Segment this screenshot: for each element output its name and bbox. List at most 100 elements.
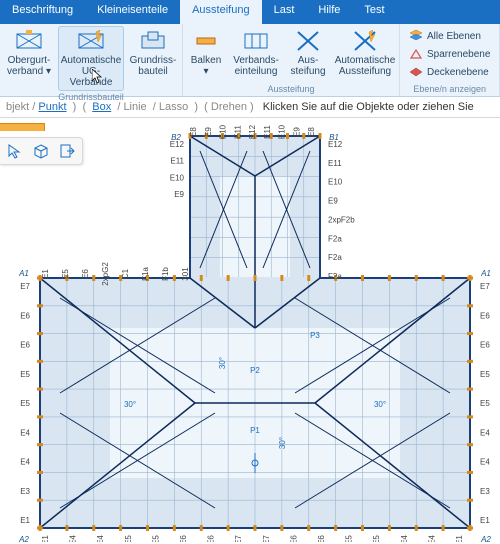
svg-text:E11: E11	[328, 159, 342, 168]
palette-tab[interactable]	[0, 123, 45, 131]
svg-text:30°: 30°	[278, 437, 287, 449]
svg-text:E7: E7	[480, 282, 490, 291]
selbar-tip: Klicken Sie auf die Objekte oder ziehen …	[263, 101, 474, 113]
svg-text:E1: E1	[455, 535, 464, 542]
svg-text:E5: E5	[345, 535, 354, 542]
svg-text:30°: 30°	[218, 357, 227, 369]
svg-text:C1: C1	[121, 268, 130, 279]
svg-text:301: 301	[181, 267, 190, 281]
svg-text:E9: E9	[204, 127, 213, 137]
svg-text:E5: E5	[124, 535, 133, 542]
grundrissbauteil-icon	[140, 29, 166, 53]
svg-text:E1: E1	[20, 516, 30, 525]
svg-text:E6: E6	[179, 535, 188, 542]
svg-text:E6: E6	[20, 311, 30, 320]
balken-button[interactable]: Balken ▾	[185, 26, 227, 80]
svg-text:E8: E8	[189, 127, 198, 137]
svg-text:E5: E5	[480, 399, 490, 408]
svg-text:E6: E6	[480, 341, 490, 350]
svg-text:E4: E4	[427, 535, 436, 542]
aussteifung-button[interactable]: Aus- steifung	[285, 26, 331, 80]
verbandseinteilung-label: Verbands- einteilung	[232, 55, 280, 77]
palette-3d-icon[interactable]	[32, 142, 50, 160]
svg-text:E4: E4	[480, 428, 490, 437]
rafter-icon	[409, 47, 423, 61]
tab-beschriftung[interactable]: Beschriftung	[0, 0, 85, 24]
svg-text:E6: E6	[289, 535, 298, 542]
layers-icon	[409, 29, 423, 43]
tab-last[interactable]: Last	[262, 0, 307, 24]
svg-text:E1: E1	[41, 535, 50, 542]
ribbon-group-aussteifung: Balken ▾ Verbands- einteilung Aus- steif…	[183, 24, 400, 96]
svg-text:F1b: F1b	[161, 267, 170, 281]
auto-aussteifung-icon	[353, 29, 377, 53]
deckenebene-button[interactable]: Deckenebene	[406, 63, 493, 81]
svg-text:E7: E7	[262, 535, 271, 542]
tab-test[interactable]: Test	[352, 0, 396, 24]
alle-ebenen-button[interactable]: Alle Ebenen	[406, 27, 493, 45]
svg-text:E3: E3	[20, 487, 30, 496]
svg-text:F1a: F1a	[141, 267, 150, 281]
selbar-punkt[interactable]: Punkt	[38, 101, 66, 113]
svg-text:E6: E6	[81, 269, 90, 279]
svg-text:P2: P2	[250, 366, 260, 375]
group-label-ebenen: Ebene/n anzeigen	[402, 83, 497, 96]
svg-text:E9: E9	[328, 197, 338, 206]
sparrenebene-label: Sparrenebene	[427, 49, 490, 60]
selbar-lasso[interactable]: Lasso	[159, 101, 188, 113]
selbar-linie[interactable]: Linie	[123, 101, 146, 113]
svg-text:E6: E6	[20, 341, 30, 350]
auto-ug-verbaende-button[interactable]: Automatische UG-Verbände	[58, 26, 124, 91]
svg-text:F2a: F2a	[328, 253, 342, 262]
svg-text:E4: E4	[96, 535, 105, 542]
group-label-aussteifung: Aussteifung	[185, 83, 397, 96]
svg-text:E8: E8	[307, 127, 316, 137]
obergurtverband-button[interactable]: Obergurt- verband ▾	[2, 26, 56, 80]
palette-export-icon[interactable]	[58, 142, 76, 160]
svg-text:30°: 30°	[374, 400, 386, 409]
grundrissbauteil-label: Grundriss- bauteil	[129, 55, 177, 77]
svg-text:E7: E7	[234, 535, 243, 542]
balken-icon	[195, 29, 217, 53]
ribbon: Obergurt- verband ▾ Automatische UG-Verb…	[0, 24, 500, 97]
auto-aussteifung-label: Automatische Aussteifung	[335, 55, 396, 77]
svg-text:E6: E6	[480, 311, 490, 320]
auto-ug-verbaende-label: Automatische UG-Verbände	[61, 55, 122, 88]
sparrenebene-button[interactable]: Sparrenebene	[406, 45, 493, 63]
svg-text:E10: E10	[170, 173, 185, 182]
auto-aussteifung-button[interactable]: Automatische Aussteifung	[333, 26, 397, 80]
palette-select-icon[interactable]	[6, 142, 24, 160]
svg-text:E5: E5	[20, 370, 30, 379]
svg-text:E5: E5	[151, 535, 160, 542]
svg-text:E10: E10	[278, 124, 287, 139]
svg-text:B2: B2	[171, 133, 181, 142]
svg-text:E4: E4	[69, 535, 78, 542]
svg-text:B1: B1	[329, 133, 339, 142]
svg-text:E11: E11	[170, 157, 184, 166]
svg-text:E6: E6	[317, 535, 326, 542]
canvas-area[interactable]: 30°30°30°30°P1P2P3E7E7E6E6E6E6E5E5E5E5E4…	[0, 118, 500, 542]
tool-palette	[0, 137, 83, 165]
tab-kleineisenteile[interactable]: Kleineisenteile	[85, 0, 180, 24]
tab-aussteifung[interactable]: Aussteifung	[180, 0, 261, 24]
ribbon-group-ebenen: Alle Ebenen Sparrenebene Deckenebene Ebe…	[400, 24, 500, 96]
svg-text:E4: E4	[400, 535, 409, 542]
svg-text:F2a: F2a	[328, 234, 342, 243]
svg-text:E5: E5	[480, 370, 490, 379]
svg-text:30°: 30°	[124, 400, 136, 409]
selbar-box[interactable]: Box	[92, 101, 111, 113]
svg-text:A2: A2	[480, 535, 491, 542]
deckenebene-label: Deckenebene	[427, 67, 489, 78]
svg-text:E9: E9	[292, 127, 301, 137]
obergurtverband-icon	[16, 29, 42, 53]
svg-text:E1: E1	[41, 269, 50, 279]
tab-bar: Beschriftung Kleineisenteile Aussteifung…	[0, 0, 500, 24]
selbar-drehen[interactable]: Drehen	[211, 101, 247, 113]
svg-text:E6: E6	[207, 535, 216, 542]
tab-hilfe[interactable]: Hilfe	[306, 0, 352, 24]
obergurtverband-label: Obergurt- verband ▾	[5, 55, 53, 77]
svg-text:E4: E4	[20, 458, 30, 467]
grundrissbauteil-button[interactable]: Grundriss- bauteil	[126, 26, 180, 80]
selection-bar: bjekt / Punkt ) ( Box / Linie / Lasso ) …	[0, 97, 500, 118]
verbandseinteilung-button[interactable]: Verbands- einteilung	[229, 26, 283, 80]
